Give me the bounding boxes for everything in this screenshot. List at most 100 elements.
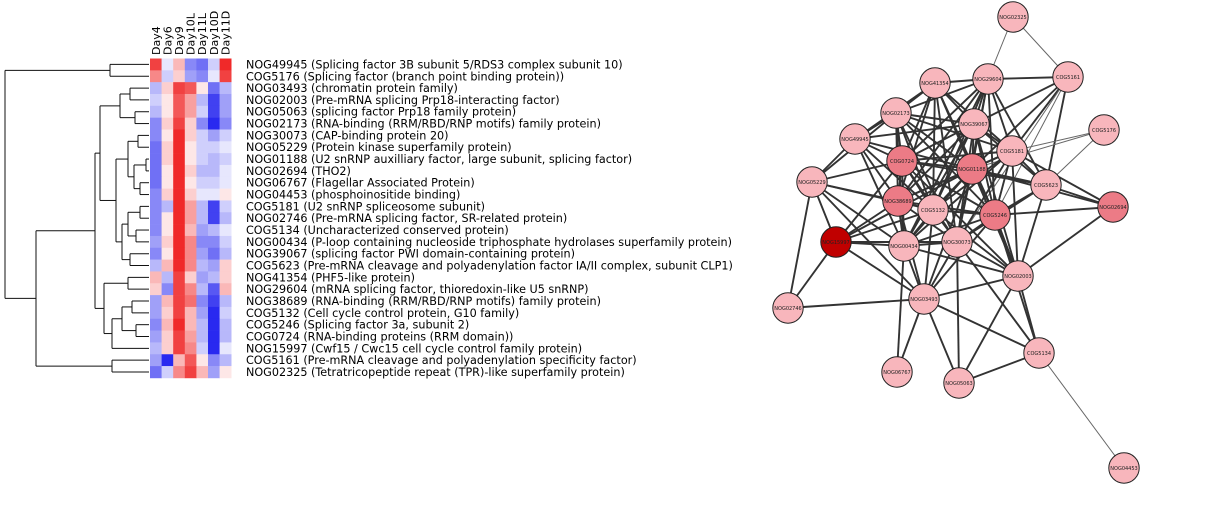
- network-edge: [903, 123, 975, 247]
- heatmap-cell: [184, 354, 197, 367]
- heatmap-cell: [161, 82, 174, 95]
- heatmap-cell: [184, 93, 197, 107]
- heatmap-cell: [161, 283, 174, 296]
- network-node: [972, 63, 1004, 95]
- heatmap-cell: [184, 247, 197, 260]
- network-node: [996, 135, 1028, 167]
- network-node: [943, 367, 975, 399]
- network-node-label: NOG41354: [921, 81, 948, 87]
- heatmap-cell: [208, 129, 220, 142]
- heatmap-cell: [150, 295, 162, 308]
- heatmap-cell: [161, 354, 174, 367]
- heatmap-cell: [219, 117, 232, 130]
- heatmap-cell: [184, 200, 197, 213]
- heatmap-cell: [184, 188, 197, 201]
- heatmap-cell: [150, 318, 162, 331]
- heatmap-cell: [150, 153, 162, 166]
- network-edge: [903, 245, 1019, 277]
- heatmap-row-label: NOG03493 (chromatin protein family): [246, 82, 458, 95]
- heatmap-column-label: Day9: [173, 26, 186, 55]
- heatmap-cell: [208, 70, 220, 83]
- heatmap-cell: [173, 82, 186, 95]
- heatmap-cell: [208, 212, 220, 225]
- heatmap-cell: [184, 330, 197, 343]
- heatmap-cell: [184, 212, 197, 225]
- network-nodes: NOG02325 NOG29604 COG5161 NOG41354 NOG02173 N…: [772, 1, 1140, 484]
- heatmap-cell: [173, 342, 186, 355]
- heatmap-cell: [196, 153, 209, 166]
- heatmap-cell: [150, 247, 162, 260]
- network-node-label: NOG02003: [1004, 274, 1031, 280]
- network-edge: [897, 82, 936, 202]
- heatmap-row-label: NOG02325 (Tetratricopeptide repeat (TPR)…: [246, 366, 625, 379]
- heatmap-cell: [208, 141, 220, 154]
- network-node: [888, 230, 920, 262]
- heatmap-cell: [196, 58, 209, 71]
- network-node-label: NOG05063: [945, 381, 972, 387]
- network-node-label: NOG02325: [999, 15, 1026, 21]
- heatmap-cell: [173, 235, 186, 249]
- heatmap-cell: [208, 93, 220, 107]
- heatmap-cell: [219, 176, 232, 189]
- network-edge: [1011, 150, 1114, 208]
- heatmap-row-label: COG5176 (Splicing factor (branch point b…: [246, 70, 564, 83]
- heatmap-cell: [184, 176, 197, 189]
- heatmap-cell: [208, 295, 220, 308]
- heatmap-cell: [150, 141, 162, 154]
- heatmap-cell: [208, 224, 220, 237]
- heatmap-cell: [219, 224, 232, 237]
- heatmap-cell: [208, 105, 220, 118]
- heatmap-cell: [173, 164, 186, 178]
- network-node: [820, 226, 852, 258]
- network-node-label: NOG30073: [943, 240, 970, 246]
- heatmap-cell: [208, 58, 220, 71]
- heatmap-cell: [196, 318, 209, 331]
- heatmap-cell: [196, 247, 209, 260]
- network-node-label: NOG15997: [822, 240, 849, 246]
- heatmap-column-label: Day10D: [208, 11, 221, 55]
- network-node-label: NOG03493: [910, 297, 937, 303]
- heatmap-cell: [219, 93, 232, 107]
- heatmap-cell: [196, 330, 209, 343]
- heatmap-cell: [173, 141, 186, 154]
- heatmap-cell: [184, 58, 197, 71]
- heatmap-cell: [173, 259, 186, 272]
- heatmap-cell: [196, 117, 209, 130]
- network-edge: [956, 241, 960, 384]
- network-edge: [956, 241, 1040, 354]
- heatmap-cell: [161, 330, 174, 343]
- heatmap-row-label: NOG02746 (Pre-mRNA splicing factor, SR-r…: [246, 212, 567, 225]
- network-edge: [895, 112, 973, 170]
- heatmap-cell: [208, 330, 220, 343]
- heatmap-row-label: COG5134 (Uncharacterized conserved prote…: [246, 224, 509, 237]
- heatmap-row-label: COG5181 (U2 snRNP spliceosome subunit): [246, 200, 485, 213]
- heatmap-cell: [196, 105, 209, 118]
- network-node: [839, 123, 871, 155]
- heatmap-cell: [184, 117, 197, 130]
- network-edge: [835, 241, 925, 300]
- heatmap-cell: [219, 306, 232, 320]
- heatmap-cell: [161, 176, 174, 189]
- heatmap-cell: [184, 164, 197, 178]
- heatmap-cell: [161, 224, 174, 237]
- network-edge: [971, 129, 1105, 170]
- network-node-label: COG5246: [983, 213, 1007, 219]
- heatmap-cell: [196, 82, 209, 95]
- network-node: [997, 1, 1029, 33]
- heatmap-row-label: NOG15997 (Cwf15 / Cwc15 cell cycle contr…: [246, 342, 582, 355]
- heatmap-cell: [150, 306, 162, 320]
- heatmap-cell: [150, 366, 162, 379]
- heatmap-cell: [208, 117, 220, 130]
- heatmap-cell: [208, 188, 220, 201]
- network-edge: [787, 181, 813, 309]
- heatmap-cells: [150, 58, 232, 379]
- network-edge: [835, 160, 903, 243]
- heatmap-cell: [208, 200, 220, 213]
- heatmap-cell: [173, 295, 186, 308]
- heatmap-column-label: Day10L: [185, 12, 198, 55]
- heatmap-cell: [161, 70, 174, 83]
- heatmap-column-label: Day11L: [196, 12, 209, 55]
- network-edge: [895, 112, 996, 216]
- heatmap-cell: [219, 188, 232, 201]
- heatmap-cell: [219, 105, 232, 118]
